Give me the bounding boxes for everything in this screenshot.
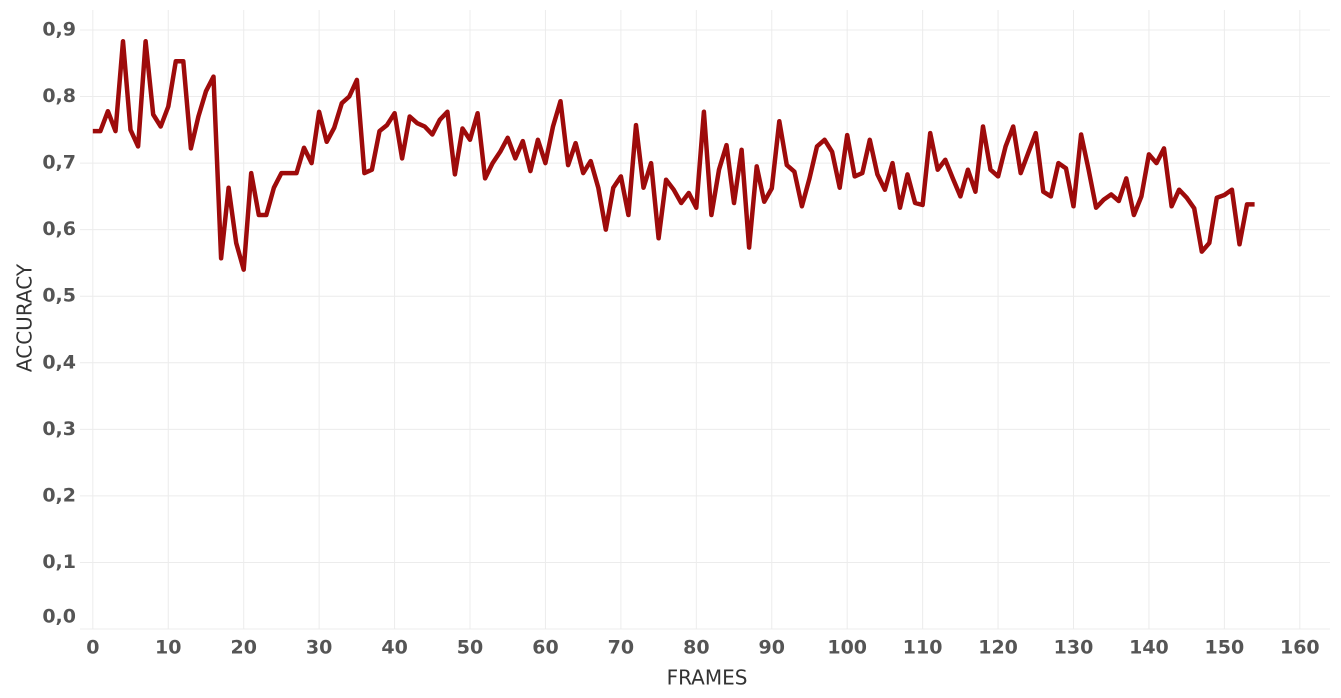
x-tick-label: 80 <box>683 637 709 659</box>
x-axis-title: FRAMES <box>667 666 748 690</box>
x-tick-label: 130 <box>1054 637 1094 659</box>
y-tick-label: 0,6 <box>42 218 76 240</box>
x-tick-label: 90 <box>759 637 785 659</box>
line <box>92 39 1255 272</box>
x-tick-label: 50 <box>457 637 483 659</box>
x-tick-label: 40 <box>381 637 407 659</box>
x-tick-label: 20 <box>230 637 256 659</box>
x-tick-label: 10 <box>155 637 181 659</box>
x-tick-label: 100 <box>827 637 867 659</box>
y-axis-title: ACCURACY <box>13 263 37 372</box>
y-tick-label: 0,1 <box>42 551 76 573</box>
x-tick-label: 120 <box>978 637 1018 659</box>
y-tick-label: 0,2 <box>42 484 76 506</box>
y-tick-label: 0,0 <box>42 606 76 628</box>
y-tick-label: 0,8 <box>42 85 76 107</box>
x-tick-label: 160 <box>1280 637 1320 659</box>
x-tick-label: 0 <box>86 637 99 659</box>
x-tick-label: 30 <box>306 637 332 659</box>
x-tick-label: 150 <box>1205 637 1245 659</box>
x-tick-label: 60 <box>532 637 558 659</box>
y-tick-label: 0,7 <box>42 152 76 174</box>
x-tick-label: 110 <box>903 637 943 659</box>
y-tick-label: 0,5 <box>42 285 76 307</box>
x-tick-label: 70 <box>608 637 634 659</box>
y-tick-label: 0,3 <box>42 418 76 440</box>
x-tick-label: 140 <box>1129 637 1169 659</box>
y-tick-label: 0,9 <box>42 18 76 40</box>
y-tick-label: 0,4 <box>42 351 76 373</box>
